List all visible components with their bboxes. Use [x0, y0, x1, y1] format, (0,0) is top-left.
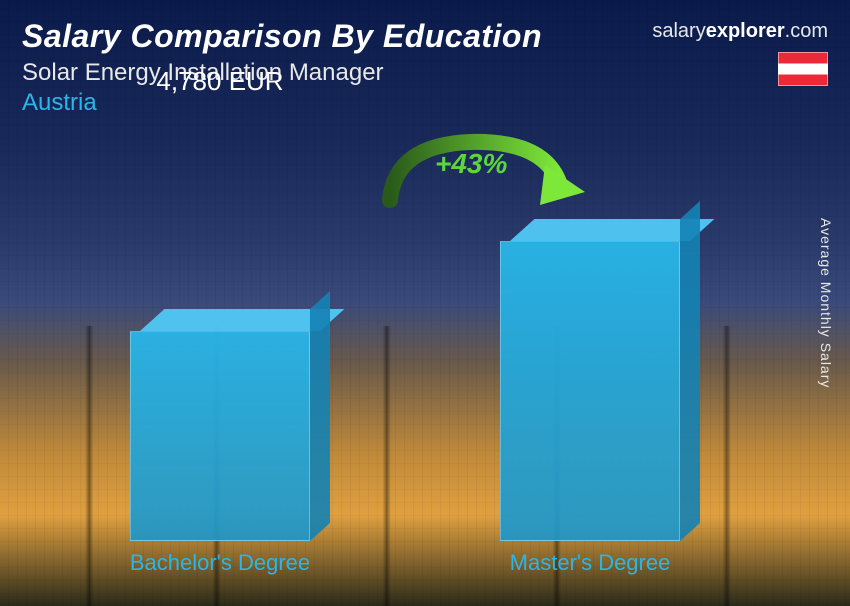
- chart-area: 4,780 EUR Bachelor's Degree 6,840 EUR Ma…: [60, 160, 790, 576]
- main-container: Salary Comparison By Education Solar Ene…: [0, 0, 850, 606]
- brand-prefix: salary: [652, 20, 705, 42]
- brand-bold: explorer: [706, 20, 785, 42]
- bar-value-bachelors: 4,780 EUR: [95, 66, 345, 97]
- bar-side-face: [310, 291, 330, 541]
- y-axis-label: Average Monthly Salary: [818, 218, 834, 388]
- bar-front-face: [130, 331, 310, 541]
- bar-side-face: [680, 201, 700, 541]
- brand-logo: salaryexplorer.com: [652, 20, 828, 43]
- bar-label-masters: Master's Degree: [465, 550, 715, 576]
- y-axis-label-wrap: Average Monthly Salary: [816, 0, 836, 606]
- bar3d-bachelors: [130, 331, 310, 541]
- bar3d-masters: [500, 241, 680, 541]
- bar-label-bachelors: Bachelor's Degree: [95, 550, 345, 576]
- bar-bachelors: 4,780 EUR Bachelor's Degree: [120, 331, 320, 541]
- bar-masters: 6,840 EUR Master's Degree: [490, 241, 690, 541]
- bar-front-face: [500, 241, 680, 541]
- page-title: Salary Comparison By Education: [22, 18, 542, 55]
